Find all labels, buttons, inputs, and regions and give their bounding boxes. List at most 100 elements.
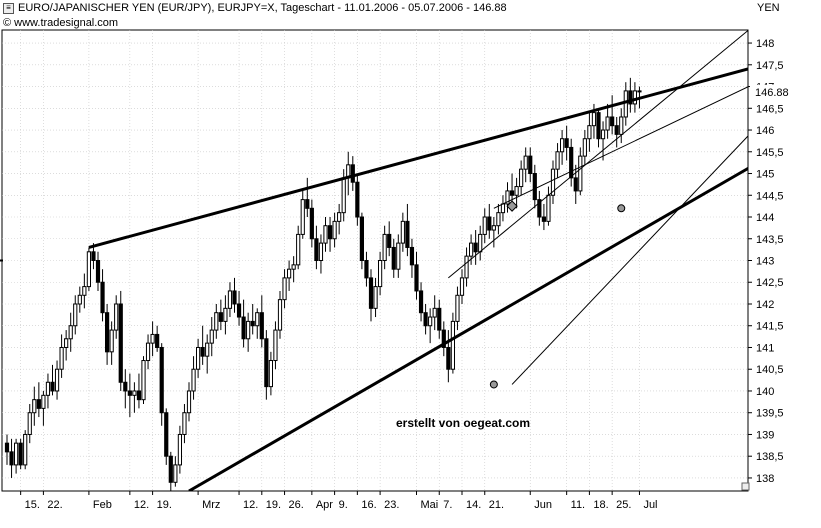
x-tick-label: 25. [616, 499, 631, 511]
candle-body [105, 312, 110, 353]
candle-body [596, 112, 601, 140]
x-tick-label: 23. [384, 499, 399, 511]
y-tick-label: 140 [756, 386, 774, 398]
candle-body [64, 338, 69, 348]
x-tick-label: Mai [421, 499, 439, 511]
candle-body [136, 390, 142, 401]
candle-body [578, 155, 583, 192]
candle-body [500, 203, 506, 214]
candle-body [223, 307, 228, 322]
candle-body [246, 320, 251, 340]
candle-body [214, 312, 219, 331]
candle-body [382, 233, 387, 261]
candle-body [418, 290, 424, 314]
candle-body [591, 112, 597, 127]
y-tick-label: 144,5 [756, 190, 784, 202]
last-price-box [750, 84, 795, 99]
candle-body [200, 346, 205, 357]
candle-body [491, 225, 496, 231]
candle-body [291, 264, 296, 270]
candle-body [514, 186, 519, 196]
x-tick-label: 22. [47, 499, 62, 511]
trendline-channel-lower [511, 135, 748, 385]
candle-body [396, 242, 401, 270]
candle-body [455, 294, 460, 322]
candle-body [546, 194, 551, 222]
candle-body [314, 238, 319, 261]
candle-body [59, 346, 64, 370]
candle-body [387, 233, 392, 248]
candle-body [173, 464, 178, 483]
marker-low [489, 380, 498, 389]
y-tick-label: 138,5 [756, 451, 784, 463]
trendline-upper-resistance [88, 67, 748, 249]
candle-body [127, 390, 132, 396]
candle-body [446, 346, 451, 370]
candle-body [505, 190, 510, 205]
candle-body [36, 399, 41, 409]
candle-body [191, 368, 196, 392]
candle-body [241, 316, 246, 340]
y-tick-label: 141,5 [756, 321, 784, 333]
window-menu-icon[interactable]: ≡ [3, 2, 14, 14]
candle-body [569, 146, 574, 179]
candle-body [132, 390, 137, 396]
candle-body [14, 442, 19, 466]
x-tick-label: 14. [466, 499, 481, 511]
y-tick-label: 142,5 [756, 277, 784, 289]
candle-body [437, 307, 442, 331]
candle-body [550, 168, 556, 196]
candle-body [45, 381, 51, 396]
y-tick-label: 146,5 [756, 103, 784, 115]
candle-body [50, 381, 55, 392]
y-tick-label: 145,5 [756, 147, 784, 159]
candle-body [496, 212, 501, 227]
candle-body [573, 177, 578, 192]
y-tick-label: 147,5 [756, 60, 784, 72]
candle-body [628, 90, 633, 105]
chart-title: ≡ EURO/JAPANISCHER YEN (EUR/JPY), EURJPY=… [3, 2, 507, 14]
candle-body [236, 303, 242, 318]
candle-body [150, 333, 155, 344]
author-annotation: erstellt von oegeat.com [396, 416, 531, 430]
candle-body [9, 451, 14, 466]
candle-body [77, 294, 82, 305]
candle-body [4, 442, 10, 453]
candle-body [268, 360, 273, 388]
candle-body [155, 333, 160, 348]
candle-body [368, 277, 374, 309]
y-tick-label: 144 [756, 212, 774, 224]
candle-body [355, 181, 360, 218]
candle-body [123, 381, 128, 392]
candle-body [168, 455, 173, 483]
candle-body [582, 138, 587, 157]
x-tick-label: 9. [339, 499, 348, 511]
candle-body [182, 412, 187, 435]
y-tick-label: 143 [756, 256, 774, 268]
candle-body [227, 290, 233, 309]
candle-body [196, 346, 201, 370]
y-tick-label: 141 [756, 342, 774, 354]
trendline-lower-support [188, 166, 748, 491]
candle-body [378, 260, 383, 288]
trendline-channel-upper [448, 30, 748, 279]
candle-body [68, 325, 73, 340]
y-tick-label: 139,5 [756, 408, 784, 420]
candle-body [282, 277, 287, 301]
candle-body [159, 346, 164, 414]
candle-body [91, 251, 96, 261]
candle-body [614, 125, 619, 135]
candle-body [555, 151, 560, 170]
y-tick-label: 146 [756, 125, 774, 137]
last-price-label: 146.88 [755, 87, 789, 99]
x-tick-label: 12. [243, 499, 258, 511]
candle-body [528, 155, 533, 175]
x-tick-label: 12. [134, 499, 149, 511]
candle-body [478, 233, 483, 253]
candles-group [4, 30, 748, 491]
candle-body [341, 177, 346, 214]
candle-body [273, 329, 278, 362]
y-tick-label: 148 [756, 38, 774, 50]
candle-body [428, 316, 433, 327]
